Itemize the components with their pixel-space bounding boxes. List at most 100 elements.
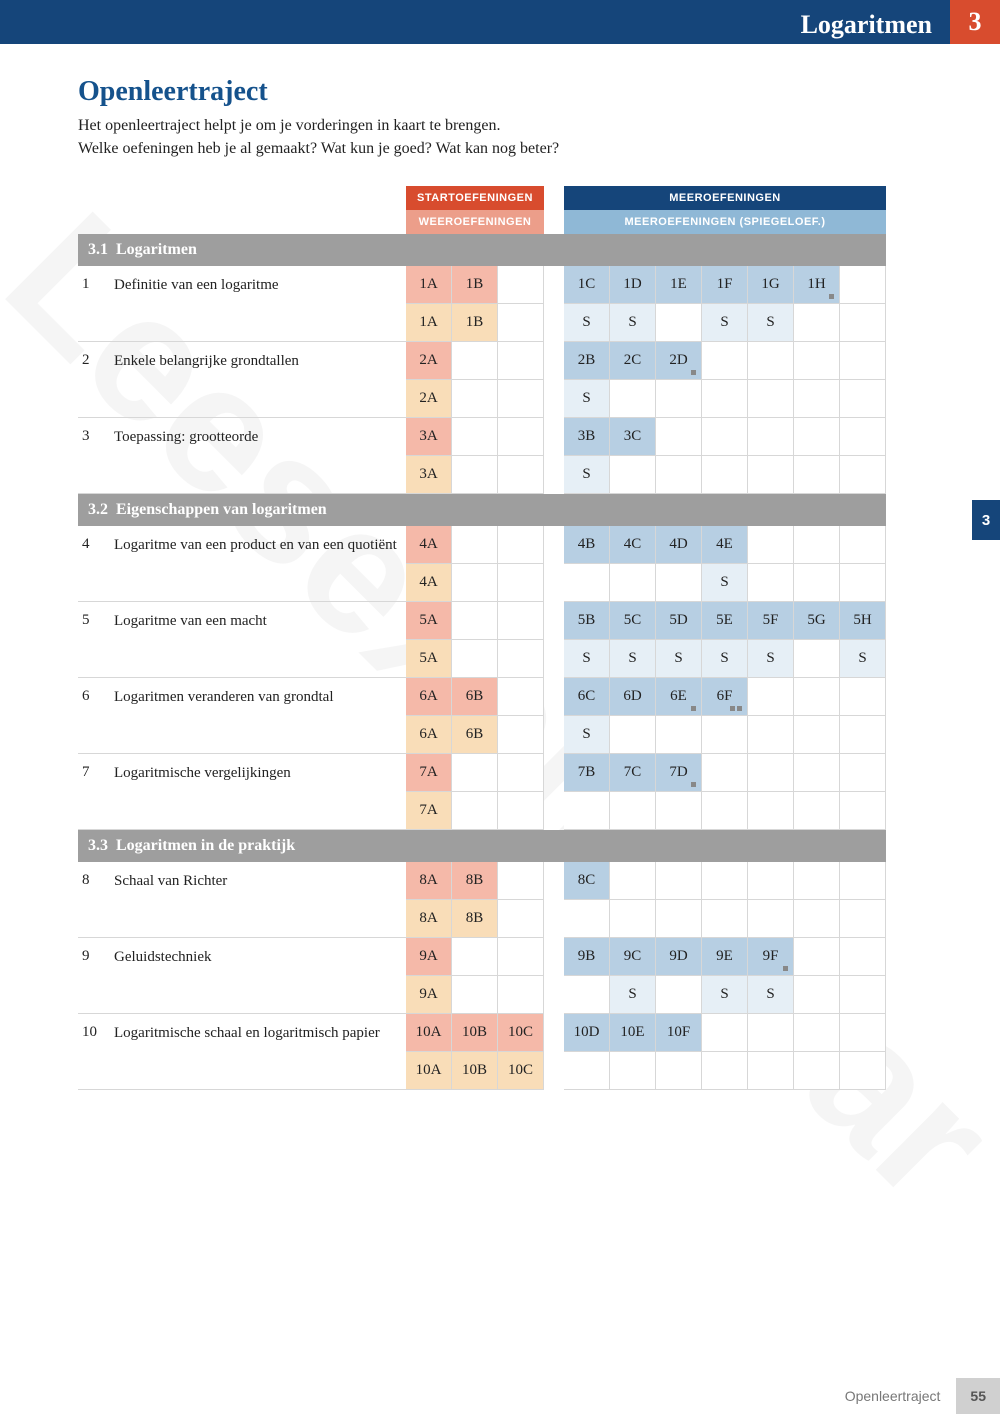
start-cell [498,602,544,640]
meer-cell [794,862,840,900]
weer-cell: 10B [452,1052,498,1090]
spiegel-cell [840,792,886,830]
meer-cell: 5B [564,602,610,640]
spiegel-cell [748,1052,794,1090]
gap [544,564,564,602]
meer-cell: 2B [564,342,610,380]
spiegel-cell [656,1052,702,1090]
gap [544,1014,564,1052]
spiegel-cell: S [702,976,748,1014]
meer-cell: 1D [610,266,656,304]
spiegel-cell [610,564,656,602]
row-description: Logaritme van een product en van een quo… [114,526,406,602]
header-gap [544,210,564,234]
weer-cell: 5A [406,640,452,678]
meer-cell [656,418,702,456]
weer-cell: 8A [406,900,452,938]
row-number: 7 [78,754,114,830]
meer-cell [840,938,886,976]
footer: Openleertraject 55 [829,1378,1000,1414]
page-number: 55 [956,1378,1000,1414]
gap [544,792,564,830]
spiegel-cell: S [564,380,610,418]
weer-cell [498,792,544,830]
weer-cell [452,564,498,602]
meer-cell [702,342,748,380]
chapter-number: 3 [950,0,1000,44]
spiegel-cell [748,456,794,494]
spiegel-cell [840,564,886,602]
weer-cell [498,900,544,938]
spiegel-cell [794,456,840,494]
spiegel-cell: S [702,304,748,342]
gap [544,900,564,938]
spiegel-cell [840,380,886,418]
start-cell [498,266,544,304]
row-description: Logaritmische schaal en logaritmisch pap… [114,1014,406,1090]
spiegel-cell [702,1052,748,1090]
meer-cell [794,526,840,564]
meer-cell [794,1014,840,1052]
meer-cell [748,418,794,456]
spiegel-cell: S [610,304,656,342]
start-cell [498,526,544,564]
row-number: 4 [78,526,114,602]
weer-cell [452,792,498,830]
spiegel-cell [610,1052,656,1090]
top-bar: Logaritmen 3 [0,0,1000,44]
meer-cell: 8C [564,862,610,900]
start-cell: 4A [406,526,452,564]
meer-cell: 4C [610,526,656,564]
weer-cell [452,380,498,418]
spiegel-cell: S [564,640,610,678]
meer-cell: 5F [748,602,794,640]
meer-cell [794,678,840,716]
start-cell [498,418,544,456]
spiegel-cell [610,792,656,830]
spiegel-cell [656,716,702,754]
spiegel-cell [794,976,840,1014]
meer-cell [794,938,840,976]
weer-cell: 10C [498,1052,544,1090]
spiegel-cell [610,456,656,494]
spiegel-cell [794,640,840,678]
row-description: Logaritme van een macht [114,602,406,678]
spiegel-cell: S [748,976,794,1014]
meer-cell: 5E [702,602,748,640]
spiegel-cell [702,380,748,418]
row-description: Geluidstechniek [114,938,406,1014]
meer-cell: 3C [610,418,656,456]
header-startoefeningen: STARTOEFENINGEN [406,186,544,210]
start-cell [498,678,544,716]
meer-cell: 5H [840,602,886,640]
start-cell [452,602,498,640]
row-description: Definitie van een logaritme [114,266,406,342]
start-cell [452,418,498,456]
meer-cell [840,526,886,564]
gap [544,862,564,900]
meer-cell [794,418,840,456]
gap [544,380,564,418]
meer-cell: 6F [702,678,748,716]
section-title: Openleertraject [78,76,940,108]
spiegel-cell [656,456,702,494]
weer-cell: 3A [406,456,452,494]
spiegel-cell: S [702,564,748,602]
weer-cell: 9A [406,976,452,1014]
gap [544,418,564,456]
meer-cell: 10E [610,1014,656,1052]
spiegel-cell [794,1052,840,1090]
meer-cell: 6D [610,678,656,716]
header-gap [544,186,564,210]
weer-cell [498,564,544,602]
meer-cell [840,1014,886,1052]
gap [544,640,564,678]
start-cell: 10C [498,1014,544,1052]
meer-cell: 9C [610,938,656,976]
spiegel-cell [840,716,886,754]
spiegel-cell [794,564,840,602]
start-cell: 6B [452,678,498,716]
meer-cell [702,754,748,792]
subsection-header: 3.1Logaritmen [78,234,886,266]
start-cell: 1A [406,266,452,304]
